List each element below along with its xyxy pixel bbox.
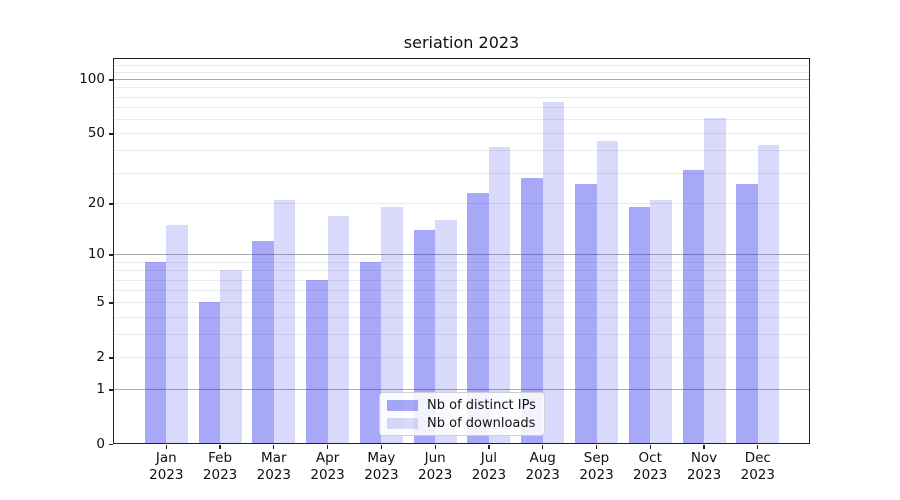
bar-downloads: [488, 146, 511, 444]
bar-distinct-ips: [467, 192, 489, 444]
grid-line: [113, 262, 810, 263]
bar-downloads: [220, 270, 242, 444]
y-tick-mark: [109, 302, 113, 304]
x-tick-mark: [434, 445, 436, 449]
x-tick-label: Oct 2023: [633, 450, 668, 483]
x-tick-mark: [165, 445, 167, 449]
y-tick-label: 5: [96, 294, 105, 311]
bar-downloads: [757, 144, 780, 444]
bar-distinct-ips: [252, 241, 274, 444]
legend-label-distinct-ips: Nb of distinct IPs: [427, 397, 536, 413]
y-tick-mark: [109, 203, 113, 205]
y-tick-label: 10: [87, 246, 105, 263]
y-tick-label: 20: [87, 195, 105, 212]
bar-downloads: [650, 199, 672, 444]
x-tick-label: Nov 2023: [686, 450, 722, 483]
bar-distinct-ips: [306, 279, 328, 444]
x-tick-label: May 2023: [364, 450, 399, 483]
x-tick-label: Jul 2023: [471, 450, 507, 483]
x-tick-mark: [757, 445, 759, 449]
bar-distinct-ips: [198, 302, 221, 444]
grid-line: [113, 79, 810, 81]
bar-downloads: [273, 199, 296, 444]
grid-line: [113, 334, 810, 336]
bar-downloads: [381, 207, 403, 444]
grid-line: [113, 107, 810, 108]
x-tick-mark: [649, 445, 651, 449]
grid-line: [113, 150, 810, 152]
x-tick-mark: [219, 445, 221, 449]
legend-item-distinct-ips: Nb of distinct IPs: [387, 398, 537, 413]
grid-line: [113, 119, 810, 120]
grid-line: [113, 203, 810, 205]
x-tick-mark: [542, 445, 544, 449]
y-tick-label: 50: [87, 125, 105, 142]
bar-distinct-ips: [359, 262, 382, 444]
y-tick-mark: [109, 444, 113, 446]
grid-line: [113, 302, 810, 304]
bar-downloads: [166, 224, 188, 444]
grid-line: [113, 279, 810, 281]
x-tick-mark: [703, 445, 705, 449]
bar-distinct-ips: [736, 183, 758, 444]
grid-line: [113, 96, 810, 98]
chart-title: seriation 2023: [403, 33, 520, 52]
x-tick-label: Jun 2023: [418, 450, 453, 483]
grid-line: [113, 357, 810, 359]
grid-line: [113, 71, 810, 73]
y-tick-mark: [109, 133, 113, 135]
bar-downloads: [542, 101, 565, 444]
x-tick-label: Sep 2023: [579, 450, 614, 483]
y-tick-label: 2: [96, 349, 105, 366]
x-tick-mark: [273, 445, 275, 449]
y-tick-label: 0: [96, 436, 105, 452]
bar-distinct-ips: [628, 207, 651, 444]
bar-distinct-ips: [144, 262, 167, 444]
y-tick-mark: [109, 254, 113, 256]
y-tick-mark: [109, 389, 113, 391]
bar-downloads: [435, 220, 457, 444]
grid-line: [113, 133, 810, 135]
legend: Nb of distinct IPs Nb of downloads: [379, 392, 545, 436]
legend-label-downloads: Nb of downloads: [427, 415, 536, 431]
legend-swatch-downloads: [387, 417, 418, 429]
grid-line: [113, 87, 810, 89]
x-tick-mark: [380, 445, 383, 449]
x-tick-mark: [326, 445, 329, 449]
x-tick-mark: [488, 445, 490, 449]
y-tick-mark: [109, 357, 113, 359]
y-tick-label: 1: [96, 381, 105, 398]
bar-distinct-ips: [413, 229, 436, 444]
x-tick-label: Mar 2023: [256, 450, 291, 483]
x-tick-label: Apr 2023: [310, 450, 345, 483]
y-tick-mark: [109, 79, 113, 81]
legend-swatch-distinct-ips: [387, 399, 418, 411]
bar-downloads: [596, 141, 618, 444]
bar-distinct-ips: [682, 170, 704, 444]
grid-line: [113, 389, 810, 391]
y-tick-label: 100: [79, 71, 105, 88]
grid-line: [113, 172, 810, 174]
grid-line: [113, 316, 810, 318]
bar-downloads: [704, 117, 726, 444]
x-tick-label: Jan 2023: [149, 450, 184, 483]
grid-line: [113, 64, 810, 66]
legend-item-downloads: Nb of downloads: [387, 416, 537, 431]
bar-downloads: [327, 215, 350, 444]
grid-line: [113, 290, 810, 292]
bar-distinct-ips: [521, 177, 543, 444]
bar-distinct-ips: [575, 183, 597, 444]
x-tick-label: Dec 2023: [740, 450, 775, 483]
x-tick-mark: [595, 445, 598, 449]
grid-line: [113, 270, 810, 272]
x-tick-label: Feb 2023: [202, 450, 238, 483]
x-tick-label: Aug 2023: [525, 450, 560, 483]
grid-line: [113, 254, 810, 256]
